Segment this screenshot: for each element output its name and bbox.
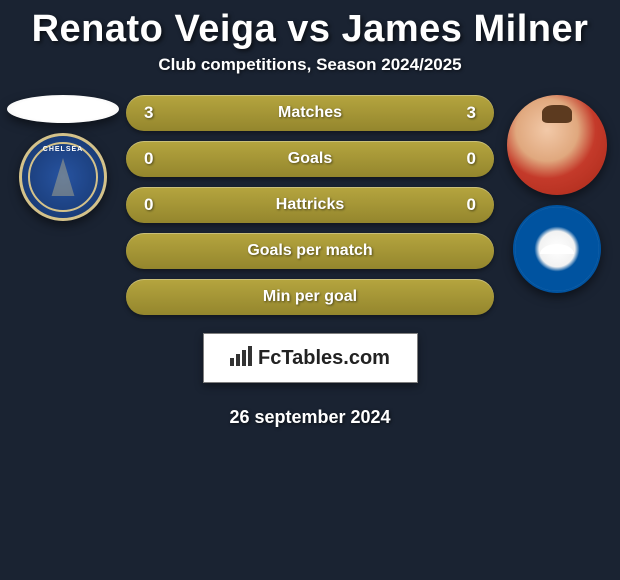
- date-line: 26 september 2024: [229, 407, 390, 428]
- right-side-column: [502, 89, 612, 293]
- stat-label: Matches: [278, 104, 342, 122]
- stat-bar: Goals per match: [126, 233, 494, 269]
- stat-right-value: 0: [467, 195, 476, 215]
- main-row: CHELSEA 3 Matches 3 0 Goals 0 0 Hattricks 0 Goals…: [0, 89, 620, 428]
- player-avatar-right: [507, 95, 607, 195]
- stat-label: Goals per match: [247, 242, 372, 260]
- stat-label: Min per goal: [263, 288, 357, 306]
- club-badge-left: CHELSEA: [19, 133, 107, 221]
- stat-right-value: 0: [467, 149, 476, 169]
- stat-bar: 0 Hattricks 0: [126, 187, 494, 223]
- subtitle: Club competitions, Season 2024/2025: [0, 55, 620, 89]
- stats-column: 3 Matches 3 0 Goals 0 0 Hattricks 0 Goals per mat…: [118, 89, 502, 428]
- club-badge-right: [513, 205, 601, 293]
- left-side-column: CHELSEA: [8, 89, 118, 221]
- brand-badge[interactable]: FcTables.com: [203, 333, 418, 383]
- stat-bar: Min per goal: [126, 279, 494, 315]
- page-title: Renato Veiga vs James Milner: [0, 0, 620, 55]
- stat-label: Goals: [288, 150, 332, 168]
- chart-icon: [230, 346, 252, 371]
- stat-right-value: 3: [467, 103, 476, 123]
- comparison-card: Renato Veiga vs James Milner Club compet…: [0, 0, 620, 428]
- stat-left-value: 0: [144, 149, 153, 169]
- club-badge-left-label: CHELSEA: [22, 146, 104, 153]
- stat-bar: 3 Matches 3: [126, 95, 494, 131]
- stat-left-value: 0: [144, 195, 153, 215]
- stat-label: Hattricks: [276, 196, 344, 214]
- stat-left-value: 3: [144, 103, 153, 123]
- stat-bar: 0 Goals 0: [126, 141, 494, 177]
- player-avatar-left: [7, 95, 119, 123]
- brand-label: FcTables.com: [258, 347, 390, 370]
